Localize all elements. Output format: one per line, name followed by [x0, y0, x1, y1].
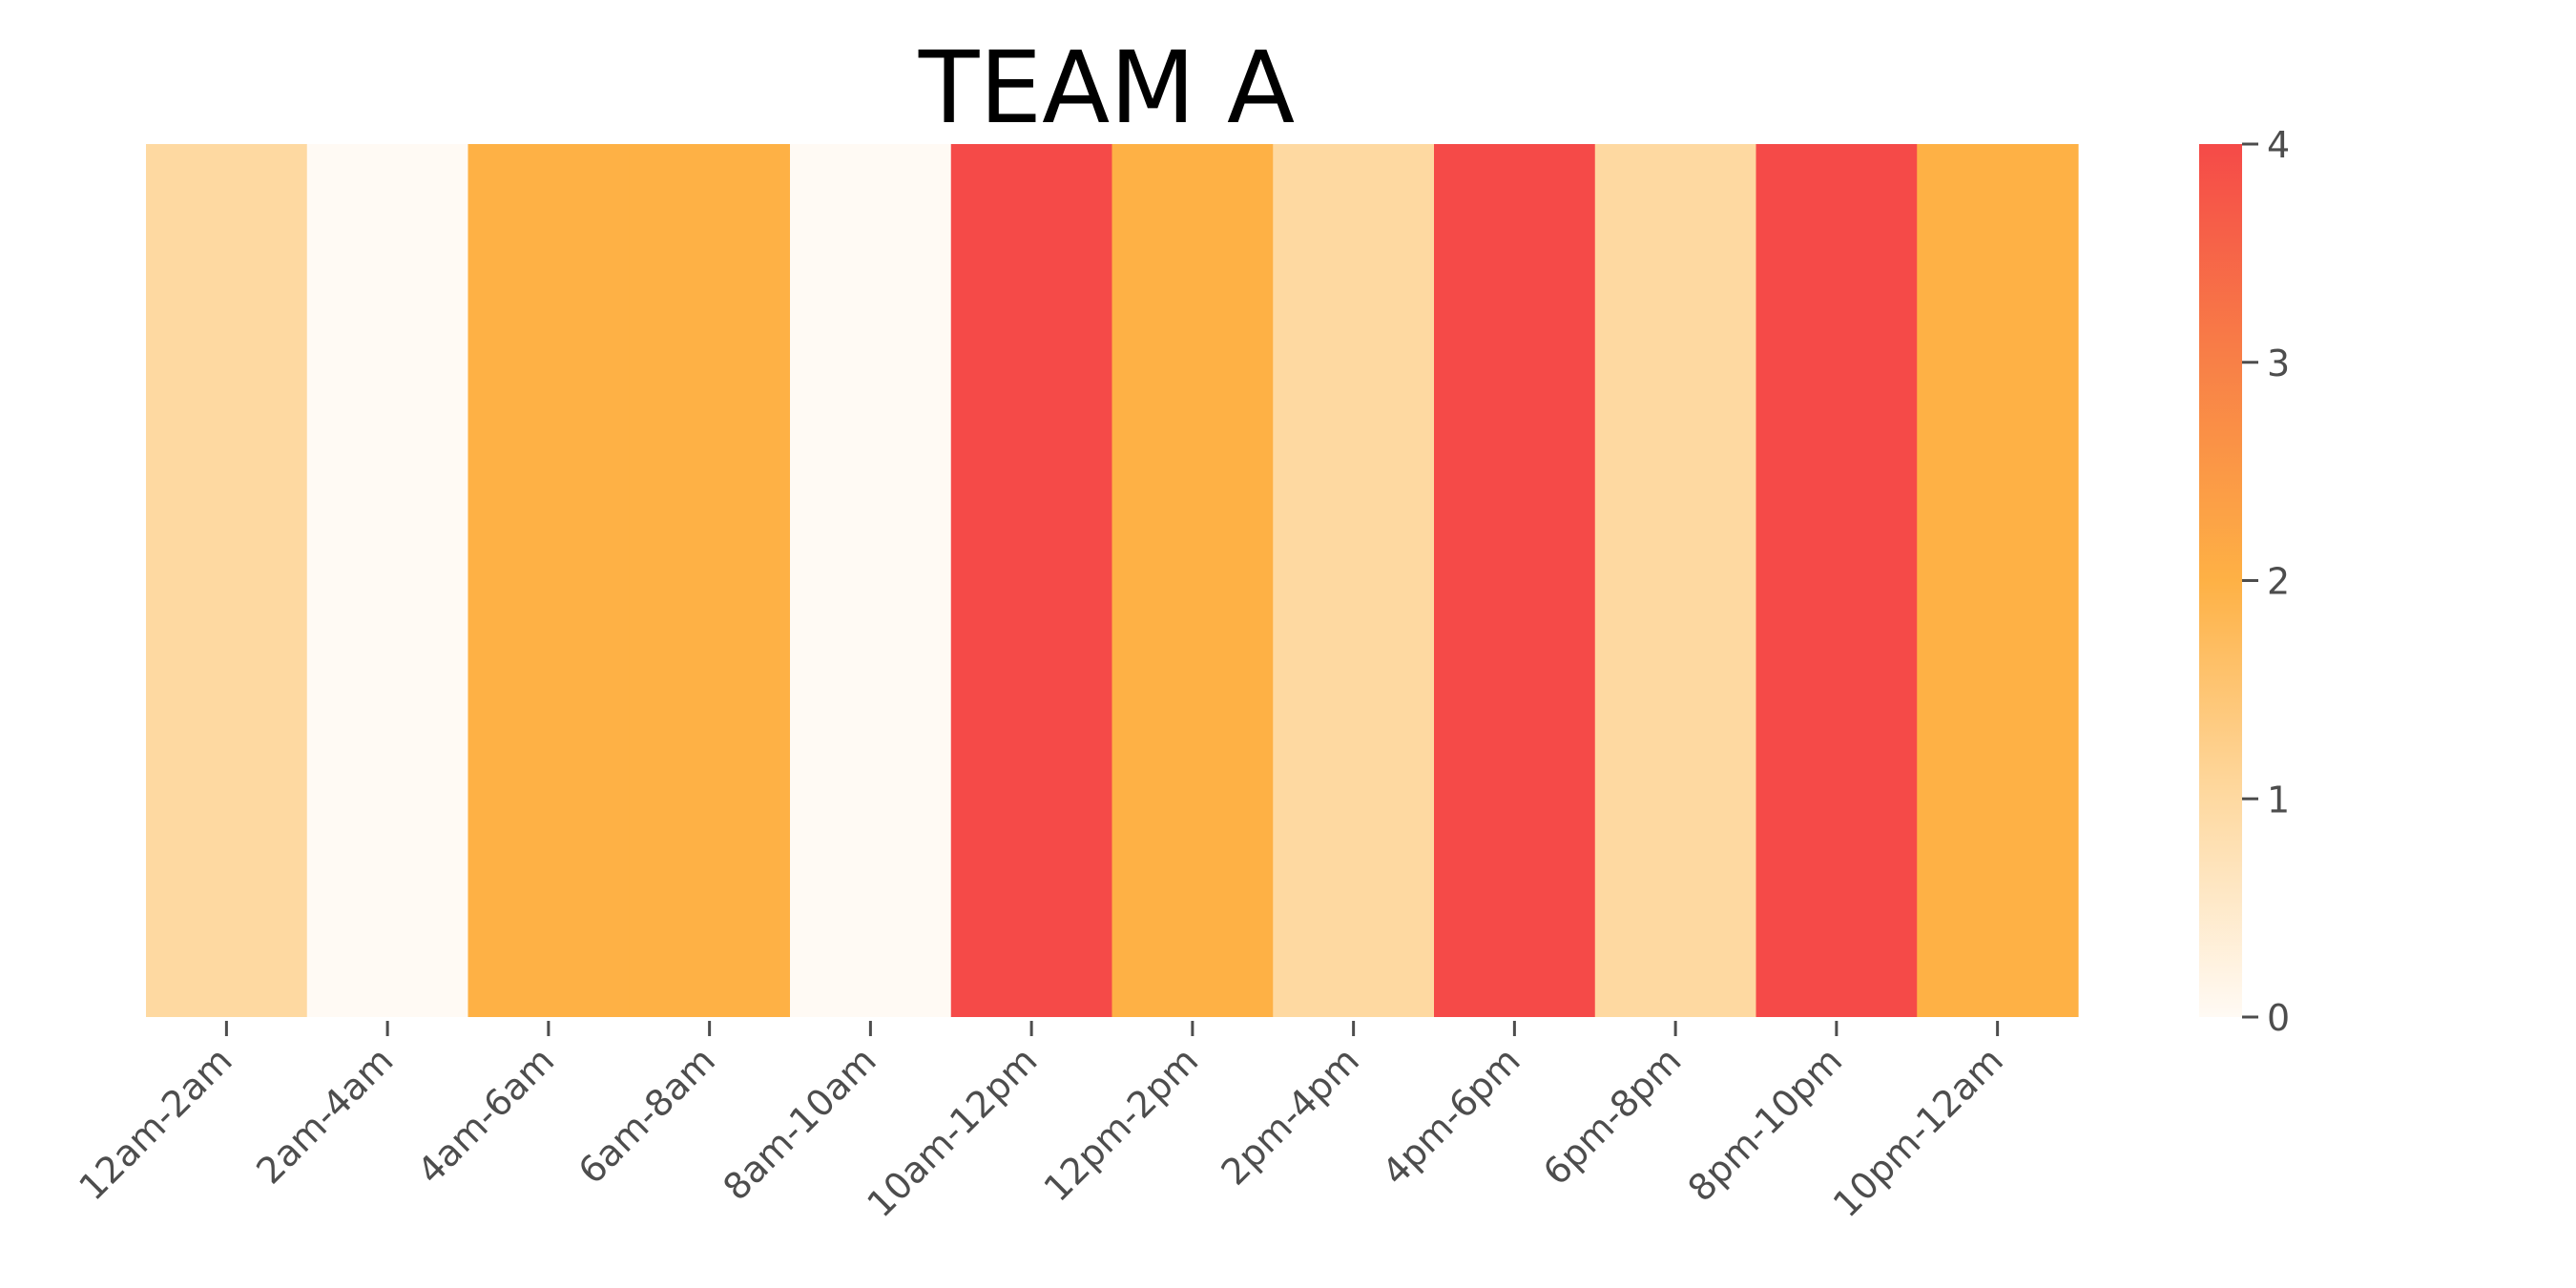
heatmap-cell-2pm-4pm	[1273, 144, 1435, 1017]
x-tick-label: 8am-10am	[715, 1039, 883, 1208]
x-tick-label: 2pm-4pm	[1214, 1039, 1367, 1193]
colorbar-tick-label: 4	[2267, 124, 2290, 166]
colorbar-tick-label: 1	[2267, 779, 2290, 821]
x-tick-label: 4am-6am	[409, 1039, 562, 1192]
heatmap-cell-10pm-12am	[1917, 144, 2079, 1017]
colorbar-tick-label: 3	[2267, 343, 2290, 384]
heatmap-cell-2am-4am	[306, 144, 469, 1017]
colorbar-tick-label: 0	[2267, 997, 2290, 1039]
colorbar-tick-label: 2	[2267, 561, 2290, 603]
heatmap-cell-8pm-10pm	[1755, 144, 1918, 1017]
heatmap-cells	[146, 144, 2079, 1017]
x-tick-label: 6am-8am	[571, 1039, 723, 1192]
colorbar-gradient	[2199, 144, 2242, 1017]
x-tick-label: 6pm-8pm	[1535, 1039, 1689, 1193]
heatmap-cell-12pm-2pm	[1111, 144, 1274, 1017]
x-tick-label: 2am-4am	[248, 1039, 401, 1192]
x-tick-label: 8pm-10pm	[1680, 1039, 1851, 1210]
heatmap-cell-6pm-8pm	[1594, 144, 1757, 1017]
x-tick-label: 10am-12pm	[859, 1039, 1045, 1225]
heatmap-cell-4pm-6pm	[1434, 144, 1596, 1017]
heatmap-cell-8am-10am	[790, 144, 952, 1017]
colorbar	[2199, 144, 2242, 1017]
chart-title: TEAM A	[918, 30, 1295, 146]
heatmap-cell-6am-8am	[629, 144, 791, 1017]
x-tick-label: 4pm-6pm	[1374, 1039, 1527, 1193]
x-tick-label: 12pm-2pm	[1036, 1039, 1207, 1210]
x-tick-label: 12am-2am	[71, 1039, 239, 1208]
colorbar-axis: 0 1 2 3 4	[2242, 124, 2290, 1039]
heatmap-cell-12am-2am	[146, 144, 308, 1017]
heatmap-cell-10am-12pm	[950, 144, 1113, 1017]
x-axis: 12am-2am 2am-4am 4am-6am 6am-8am8am-10am10a…	[71, 1021, 2011, 1225]
x-tick-label: 10pm-12am	[1825, 1039, 2011, 1225]
heatmap-cell-4am-6am	[467, 144, 630, 1017]
